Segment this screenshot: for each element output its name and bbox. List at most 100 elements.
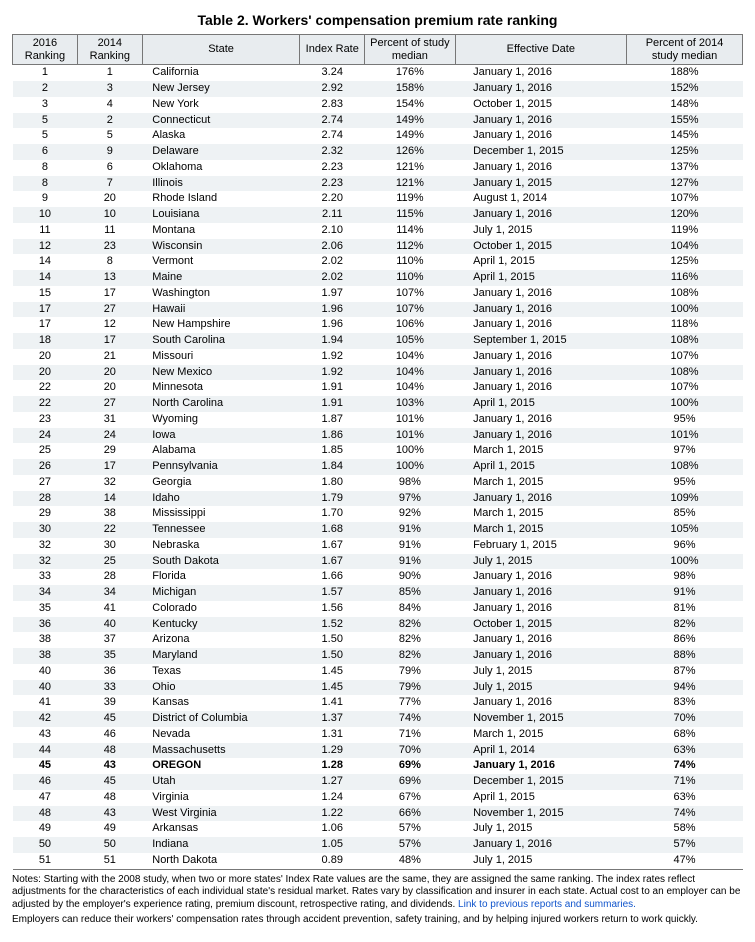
pct-median-cell: 92% [365,506,455,522]
pct-median-cell: 84% [365,601,455,617]
index-rate-cell: 1.79 [300,491,365,507]
rank-2016-cell: 5 [13,113,78,129]
rank-2016-cell: 6 [13,144,78,160]
effective-date-cell: July 1, 2015 [455,664,626,680]
rank-2014-cell: 38 [77,506,142,522]
effective-date-cell: February 1, 2015 [455,538,626,554]
effective-date-cell: January 1, 2016 [455,758,626,774]
index-rate-cell: 2.83 [300,97,365,113]
rank-2016-cell: 5 [13,128,78,144]
pct-2014-cell: 125% [627,144,743,160]
notes-link[interactable]: Link to previous reports and summaries. [458,899,636,910]
effective-date-cell: January 1, 2016 [455,302,626,318]
index-rate-cell: 2.74 [300,128,365,144]
rank-2016-cell: 20 [13,365,78,381]
rank-2016-cell: 20 [13,349,78,365]
rank-2014-cell: 14 [77,491,142,507]
pct-2014-cell: 148% [627,97,743,113]
pct-2014-cell: 70% [627,711,743,727]
rank-2014-cell: 27 [77,396,142,412]
rank-2016-cell: 25 [13,443,78,459]
state-cell: Tennessee [142,522,300,538]
table-header: 2016 Ranking 2014 Ranking State Index Ra… [13,35,743,65]
pct-2014-cell: 58% [627,821,743,837]
col-state: State [142,35,300,65]
rank-2016-cell: 12 [13,239,78,255]
effective-date-cell: July 1, 2015 [455,853,626,869]
index-rate-cell: 1.84 [300,459,365,475]
effective-date-cell: July 1, 2015 [455,680,626,696]
pct-2014-cell: 47% [627,853,743,869]
pct-2014-cell: 125% [627,254,743,270]
table-row: 34New York2.83154%October 1, 2015148% [13,97,743,113]
pct-2014-cell: 107% [627,349,743,365]
index-rate-cell: 1.27 [300,774,365,790]
rank-2014-cell: 20 [77,191,142,207]
rank-2016-cell: 28 [13,491,78,507]
pct-2014-cell: 108% [627,365,743,381]
rank-2014-cell: 46 [77,727,142,743]
table-row: 5151North Dakota0.8948%July 1, 201547% [13,853,743,869]
rank-2016-cell: 34 [13,585,78,601]
pct-2014-cell: 57% [627,837,743,853]
pct-2014-cell: 87% [627,664,743,680]
effective-date-cell: July 1, 2015 [455,821,626,837]
pct-2014-cell: 109% [627,491,743,507]
effective-date-cell: January 1, 2016 [455,286,626,302]
effective-date-cell: December 1, 2015 [455,774,626,790]
effective-date-cell: January 1, 2016 [455,349,626,365]
table-row: 87Illinois2.23121%January 1, 2015127% [13,176,743,192]
rank-2016-cell: 11 [13,223,78,239]
rank-2016-cell: 22 [13,396,78,412]
rank-2014-cell: 1 [77,65,142,81]
state-cell: South Carolina [142,333,300,349]
table-row: 1223Wisconsin2.06112%October 1, 2015104% [13,239,743,255]
pct-2014-cell: 188% [627,65,743,81]
pct-2014-cell: 74% [627,806,743,822]
pct-median-cell: 126% [365,144,455,160]
rank-2014-cell: 48 [77,790,142,806]
effective-date-cell: April 1, 2015 [455,459,626,475]
pct-2014-cell: 116% [627,270,743,286]
index-rate-cell: 1.92 [300,365,365,381]
pct-2014-cell: 95% [627,412,743,428]
pct-2014-cell: 63% [627,790,743,806]
pct-2014-cell: 155% [627,113,743,129]
rank-2016-cell: 43 [13,727,78,743]
effective-date-cell: January 1, 2016 [455,160,626,176]
pct-2014-cell: 107% [627,380,743,396]
effective-date-cell: January 1, 2016 [455,428,626,444]
state-cell: Utah [142,774,300,790]
state-cell: District of Columbia [142,711,300,727]
index-rate-cell: 1.66 [300,569,365,585]
state-cell: Pennsylvania [142,459,300,475]
table-row: 3230Nebraska1.6791%February 1, 201596% [13,538,743,554]
state-cell: Kansas [142,695,300,711]
effective-date-cell: August 1, 2014 [455,191,626,207]
table-row: 2732Georgia1.8098%March 1, 201595% [13,475,743,491]
pct-median-cell: 101% [365,428,455,444]
effective-date-cell: July 1, 2015 [455,223,626,239]
state-cell: West Virginia [142,806,300,822]
pct-2014-cell: 145% [627,128,743,144]
table-row: 4346Nevada1.3171%March 1, 201568% [13,727,743,743]
effective-date-cell: April 1, 2015 [455,396,626,412]
effective-date-cell: April 1, 2014 [455,743,626,759]
rank-2016-cell: 8 [13,160,78,176]
ranking-table: 2016 Ranking 2014 Ranking State Index Ra… [12,34,743,870]
rank-2014-cell: 7 [77,176,142,192]
state-cell: Washington [142,286,300,302]
rank-2014-cell: 17 [77,286,142,302]
index-rate-cell: 1.67 [300,554,365,570]
rank-2014-cell: 48 [77,743,142,759]
table-row: 3640Kentucky1.5282%October 1, 201582% [13,617,743,633]
table-row: 2529Alabama1.85100%March 1, 201597% [13,443,743,459]
pct-median-cell: 77% [365,695,455,711]
state-cell: Illinois [142,176,300,192]
state-cell: Maryland [142,648,300,664]
table-row: 3541Colorado1.5684%January 1, 201681% [13,601,743,617]
pct-2014-cell: 107% [627,191,743,207]
pct-median-cell: 67% [365,790,455,806]
table-row: 148Vermont2.02110%April 1, 2015125% [13,254,743,270]
state-cell: North Carolina [142,396,300,412]
